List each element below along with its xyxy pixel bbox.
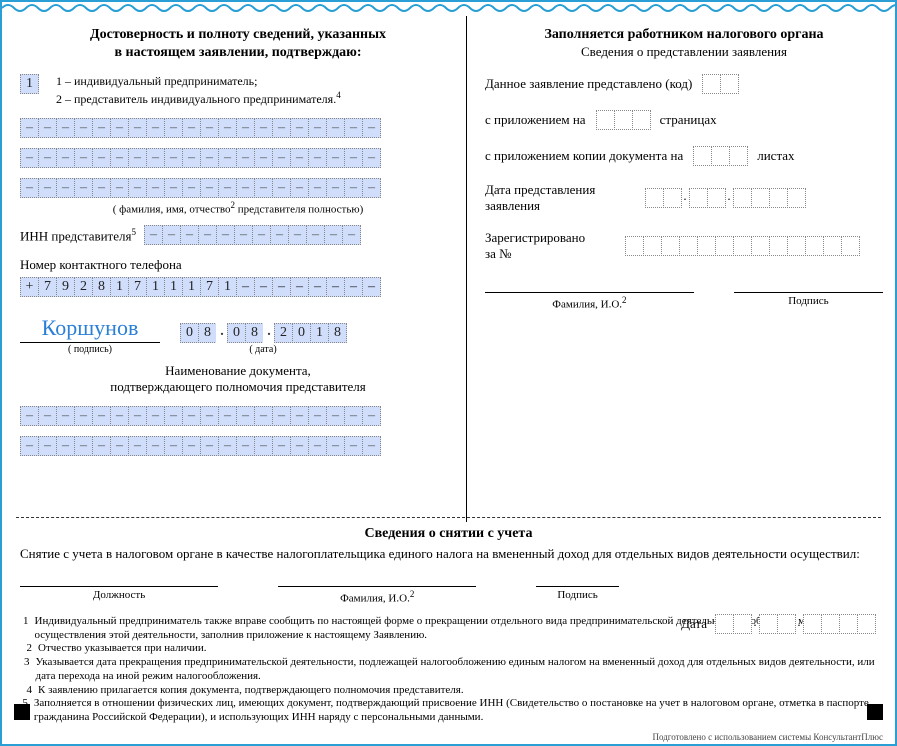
declarant-code-cell[interactable]: 1 (20, 74, 39, 94)
phone-cells[interactable]: +79281711171–––––––– (20, 277, 456, 297)
col-position: Должность (20, 586, 218, 605)
left-heading-2: в настоящем заявлении, подтверждаю: (20, 44, 456, 62)
inn-row: ИНН представителя5 (20, 225, 456, 245)
dashed-separator (16, 517, 881, 518)
wavy-border (2, 2, 895, 12)
left-column: Достоверность и полноту сведений, указан… (2, 16, 466, 522)
note-2: 2 – представитель индивидуального предпр… (56, 90, 341, 108)
reg-cells[interactable] (625, 236, 859, 256)
line-sheets: с приложением копии документа на листах (485, 146, 883, 166)
line-pages: с приложением на страницах (485, 110, 883, 130)
signing-date[interactable]: 08082018 (180, 323, 346, 343)
sheets-cells[interactable] (693, 146, 747, 166)
code-cells[interactable] (702, 74, 738, 94)
line-submit-date: Дата представлениязаявления .. (485, 182, 883, 214)
declarant-notes: 1 – индивидуальный предприниматель; 2 – … (56, 74, 341, 107)
right-heading-1: Заполняется работником налогового органа (485, 26, 883, 44)
fio-caption: ( фамилия, имя, отчество2 представителя … (20, 200, 456, 216)
submit-date-cells[interactable]: .. (645, 188, 805, 208)
right-heading-2: Сведения о представлении заявления (485, 44, 883, 60)
bottom-para: Снятие с учета в налоговом органе в каче… (20, 546, 877, 562)
signature: Коршунов (20, 315, 160, 343)
bottom-date: Дата .. (681, 614, 875, 634)
inn-cells[interactable] (144, 225, 360, 245)
black-marker-right (867, 704, 883, 720)
right-column: Заполняется работником налогового органа… (466, 16, 895, 522)
phone-label: Номер контактного телефона (20, 257, 456, 273)
line-code: Данное заявление представлено (код) (485, 74, 883, 94)
tiny-note: Подготовлено с использованием системы Ко… (652, 732, 883, 742)
doc-rows (20, 406, 456, 456)
right-sign-row: Фамилия, И.О.2 Подпись (485, 292, 883, 311)
signature-caption: ( подпись) (20, 344, 160, 355)
date-caption: ( дата) (180, 344, 346, 355)
left-heading-1: Достоверность и полноту сведений, указан… (20, 26, 456, 44)
form-page: Достоверность и полноту сведений, указан… (0, 0, 897, 746)
black-marker-left (14, 704, 30, 720)
note-1: 1 – индивидуальный предприниматель; (56, 74, 341, 90)
col-sig: Подпись (536, 586, 619, 605)
bottom-sign-row: Должность Фамилия, И.О.2 Подпись (20, 586, 877, 605)
pages-cells[interactable] (596, 110, 650, 130)
right-fio-line: Фамилия, И.О.2 (485, 292, 694, 311)
bottom-title: Сведения о снятии с учета (20, 526, 877, 542)
fio-rows (20, 118, 456, 198)
line-reg: Зарегистрированоза № (485, 230, 883, 262)
bottom-date-cells[interactable]: .. (715, 614, 875, 634)
doc-caption: Наименование документа, подтверждающего … (20, 363, 456, 396)
col-fio: Фамилия, И.О.2 (278, 586, 476, 605)
right-sig-line: Подпись (734, 292, 883, 311)
